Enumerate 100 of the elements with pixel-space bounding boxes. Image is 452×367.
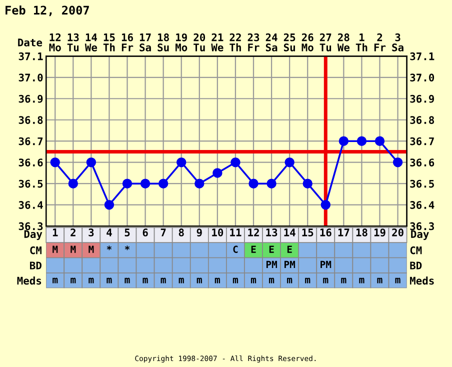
y-tick-label: 36.8: [18, 116, 43, 124]
y-tick-label: 37.1: [18, 52, 43, 60]
point: [284, 157, 294, 168]
y-tick-label: BD: [410, 262, 422, 270]
point: [104, 200, 114, 210]
x-tick-label: 14: [284, 228, 296, 236]
point: [122, 178, 132, 188]
text: m: [70, 278, 76, 284]
text: m: [377, 278, 382, 284]
x-tick-label: 20: [392, 228, 404, 236]
point: [140, 178, 150, 188]
x-tick-label: 7: [160, 228, 166, 236]
text: m: [88, 278, 94, 284]
x-tick-label: 12: [248, 228, 259, 236]
x-tick-label: 25 Su: [284, 33, 296, 52]
x-tick-label: 28 We: [337, 33, 350, 52]
x-tick-label: 2 Fr: [374, 33, 386, 52]
point: [86, 157, 96, 168]
text: m: [250, 278, 256, 284]
text: PM: [320, 260, 332, 268]
text: m: [341, 278, 346, 284]
y-tick-label: 36.6: [18, 158, 43, 166]
x-tick-label: 13 Tu: [67, 33, 79, 52]
y-tick-label: CM: [410, 246, 422, 254]
x-tick-label: 5: [124, 228, 130, 236]
x-tick-label: 26 Mo: [302, 33, 314, 52]
x-tick-label: 13: [266, 228, 278, 236]
text: m: [124, 278, 130, 284]
text: m: [323, 278, 328, 284]
point: [248, 178, 258, 188]
point: [50, 157, 60, 168]
x-tick-label: 21 We: [211, 33, 224, 52]
text: m: [52, 278, 58, 284]
x-tick-label: 3 Sa: [392, 33, 404, 52]
x-tick-label: 1: [52, 228, 58, 236]
x-tick-label: 1 Th: [356, 34, 368, 52]
x-tick-label: 15 Th: [103, 34, 115, 52]
text: m: [142, 278, 148, 284]
text: m: [359, 278, 364, 284]
text: Day: [411, 230, 429, 240]
y-tick-label: 36.5: [18, 180, 43, 188]
text: m: [287, 278, 292, 284]
x-tick-label: 12 Mo: [49, 33, 61, 52]
chart-title: Feb 12, 2007: [6, 6, 89, 16]
text: m: [196, 278, 202, 284]
x-tick-label: 10: [212, 228, 224, 236]
point: [338, 136, 349, 146]
text: E: [251, 246, 256, 253]
point: [356, 136, 367, 146]
x-tick-label: 18 Su: [158, 33, 169, 52]
x-axis-title: Day: [24, 230, 42, 240]
text: PM: [284, 260, 296, 268]
x-tick-label: 2: [70, 228, 76, 236]
text: m: [395, 278, 400, 284]
x-axis-title: Date: [18, 38, 42, 46]
text: m: [106, 278, 112, 284]
x-tick-label: 22 Th: [230, 33, 241, 52]
x-tick-label: 14 We: [84, 34, 98, 52]
point: [212, 168, 222, 178]
text: M: [88, 246, 94, 253]
text: E: [269, 246, 274, 253]
text: m: [305, 278, 310, 284]
x-tick-label: 4: [106, 228, 112, 236]
text: M: [52, 246, 58, 253]
y-tick-label: 36.3: [18, 222, 43, 230]
x-tick-label: 19 Mo: [176, 33, 188, 52]
text: m: [269, 278, 274, 284]
text: C: [233, 246, 238, 253]
x-tick-label: 18: [356, 228, 368, 236]
y-tick-label: 37.0: [18, 74, 43, 82]
x-tick-label: 24 Sa: [266, 33, 278, 52]
point: [302, 178, 312, 188]
text: E: [287, 246, 292, 253]
point: [374, 136, 385, 146]
x-tick-label: 17: [338, 228, 350, 236]
text: m: [178, 278, 184, 284]
point: [68, 178, 78, 188]
x-tick-label: 9: [196, 228, 202, 236]
x-tick-label: 20 Tu: [194, 33, 206, 52]
point: [194, 178, 204, 188]
x-tick-label: 16: [320, 228, 332, 236]
text: m: [214, 278, 220, 284]
x-tick-label: 16 Fr: [122, 33, 134, 52]
x-tick-label: 6: [142, 228, 148, 236]
point: [266, 178, 276, 188]
point: [230, 157, 240, 168]
text: m: [232, 278, 238, 284]
y-tick-label: Meds: [410, 276, 434, 285]
x-tick-label: 27 Tu: [320, 33, 332, 52]
text: *: [124, 246, 130, 250]
x-tick-label: 17 Sa: [140, 34, 151, 52]
point: [392, 157, 403, 168]
point: [320, 200, 331, 210]
x-tick-label: 15: [302, 228, 314, 236]
x-tick-label: 23 Fr: [248, 33, 260, 52]
text: m: [160, 278, 166, 284]
text: PM: [266, 260, 277, 268]
x-tick-label: 11: [230, 228, 242, 236]
y-tick-label: 36.4: [18, 201, 43, 209]
y-tick-label: 36.7: [18, 137, 43, 146]
